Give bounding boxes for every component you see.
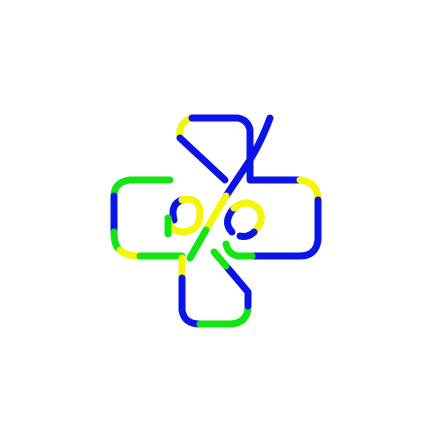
ring-left-yellow-arc[interactable] (164, 195, 204, 236)
diagonal-lower-green[interactable] (186, 226, 210, 262)
top-loop[interactable] (176, 114, 254, 184)
left-arm[interactable] (110, 176, 186, 260)
right-arm-green-lower[interactable] (222, 240, 256, 260)
top-loop-blue-segment[interactable] (188, 114, 254, 182)
diagonal-mid-blue[interactable] (222, 156, 254, 200)
right-arm[interactable] (222, 176, 322, 260)
right-arm-blue-side[interactable] (248, 196, 322, 260)
center-diagonal[interactable] (186, 114, 274, 262)
ring-right-yellow-arc[interactable] (230, 199, 265, 236)
bottom-loop[interactable] (178, 248, 252, 328)
diagonal-upper-blue[interactable] (246, 114, 274, 164)
top-diagonal-blue-segment[interactable] (176, 134, 229, 184)
bottom-right-blue-side[interactable] (222, 262, 252, 310)
diagonal-mid-yellow[interactable] (202, 192, 230, 234)
right-arm-yellow-corner[interactable] (296, 176, 322, 204)
left-arm-green-top[interactable] (110, 176, 174, 200)
ring-right-blue-arc[interactable] (224, 204, 238, 236)
ring-right-blue-tail[interactable] (236, 228, 258, 240)
bottom-right-green-link[interactable] (210, 248, 230, 270)
center-left-ring[interactable] (164, 195, 204, 238)
bottom-green-base[interactable] (196, 302, 252, 328)
bottom-left-blue-stem[interactable] (178, 274, 204, 328)
center-right-ring[interactable] (224, 199, 265, 240)
